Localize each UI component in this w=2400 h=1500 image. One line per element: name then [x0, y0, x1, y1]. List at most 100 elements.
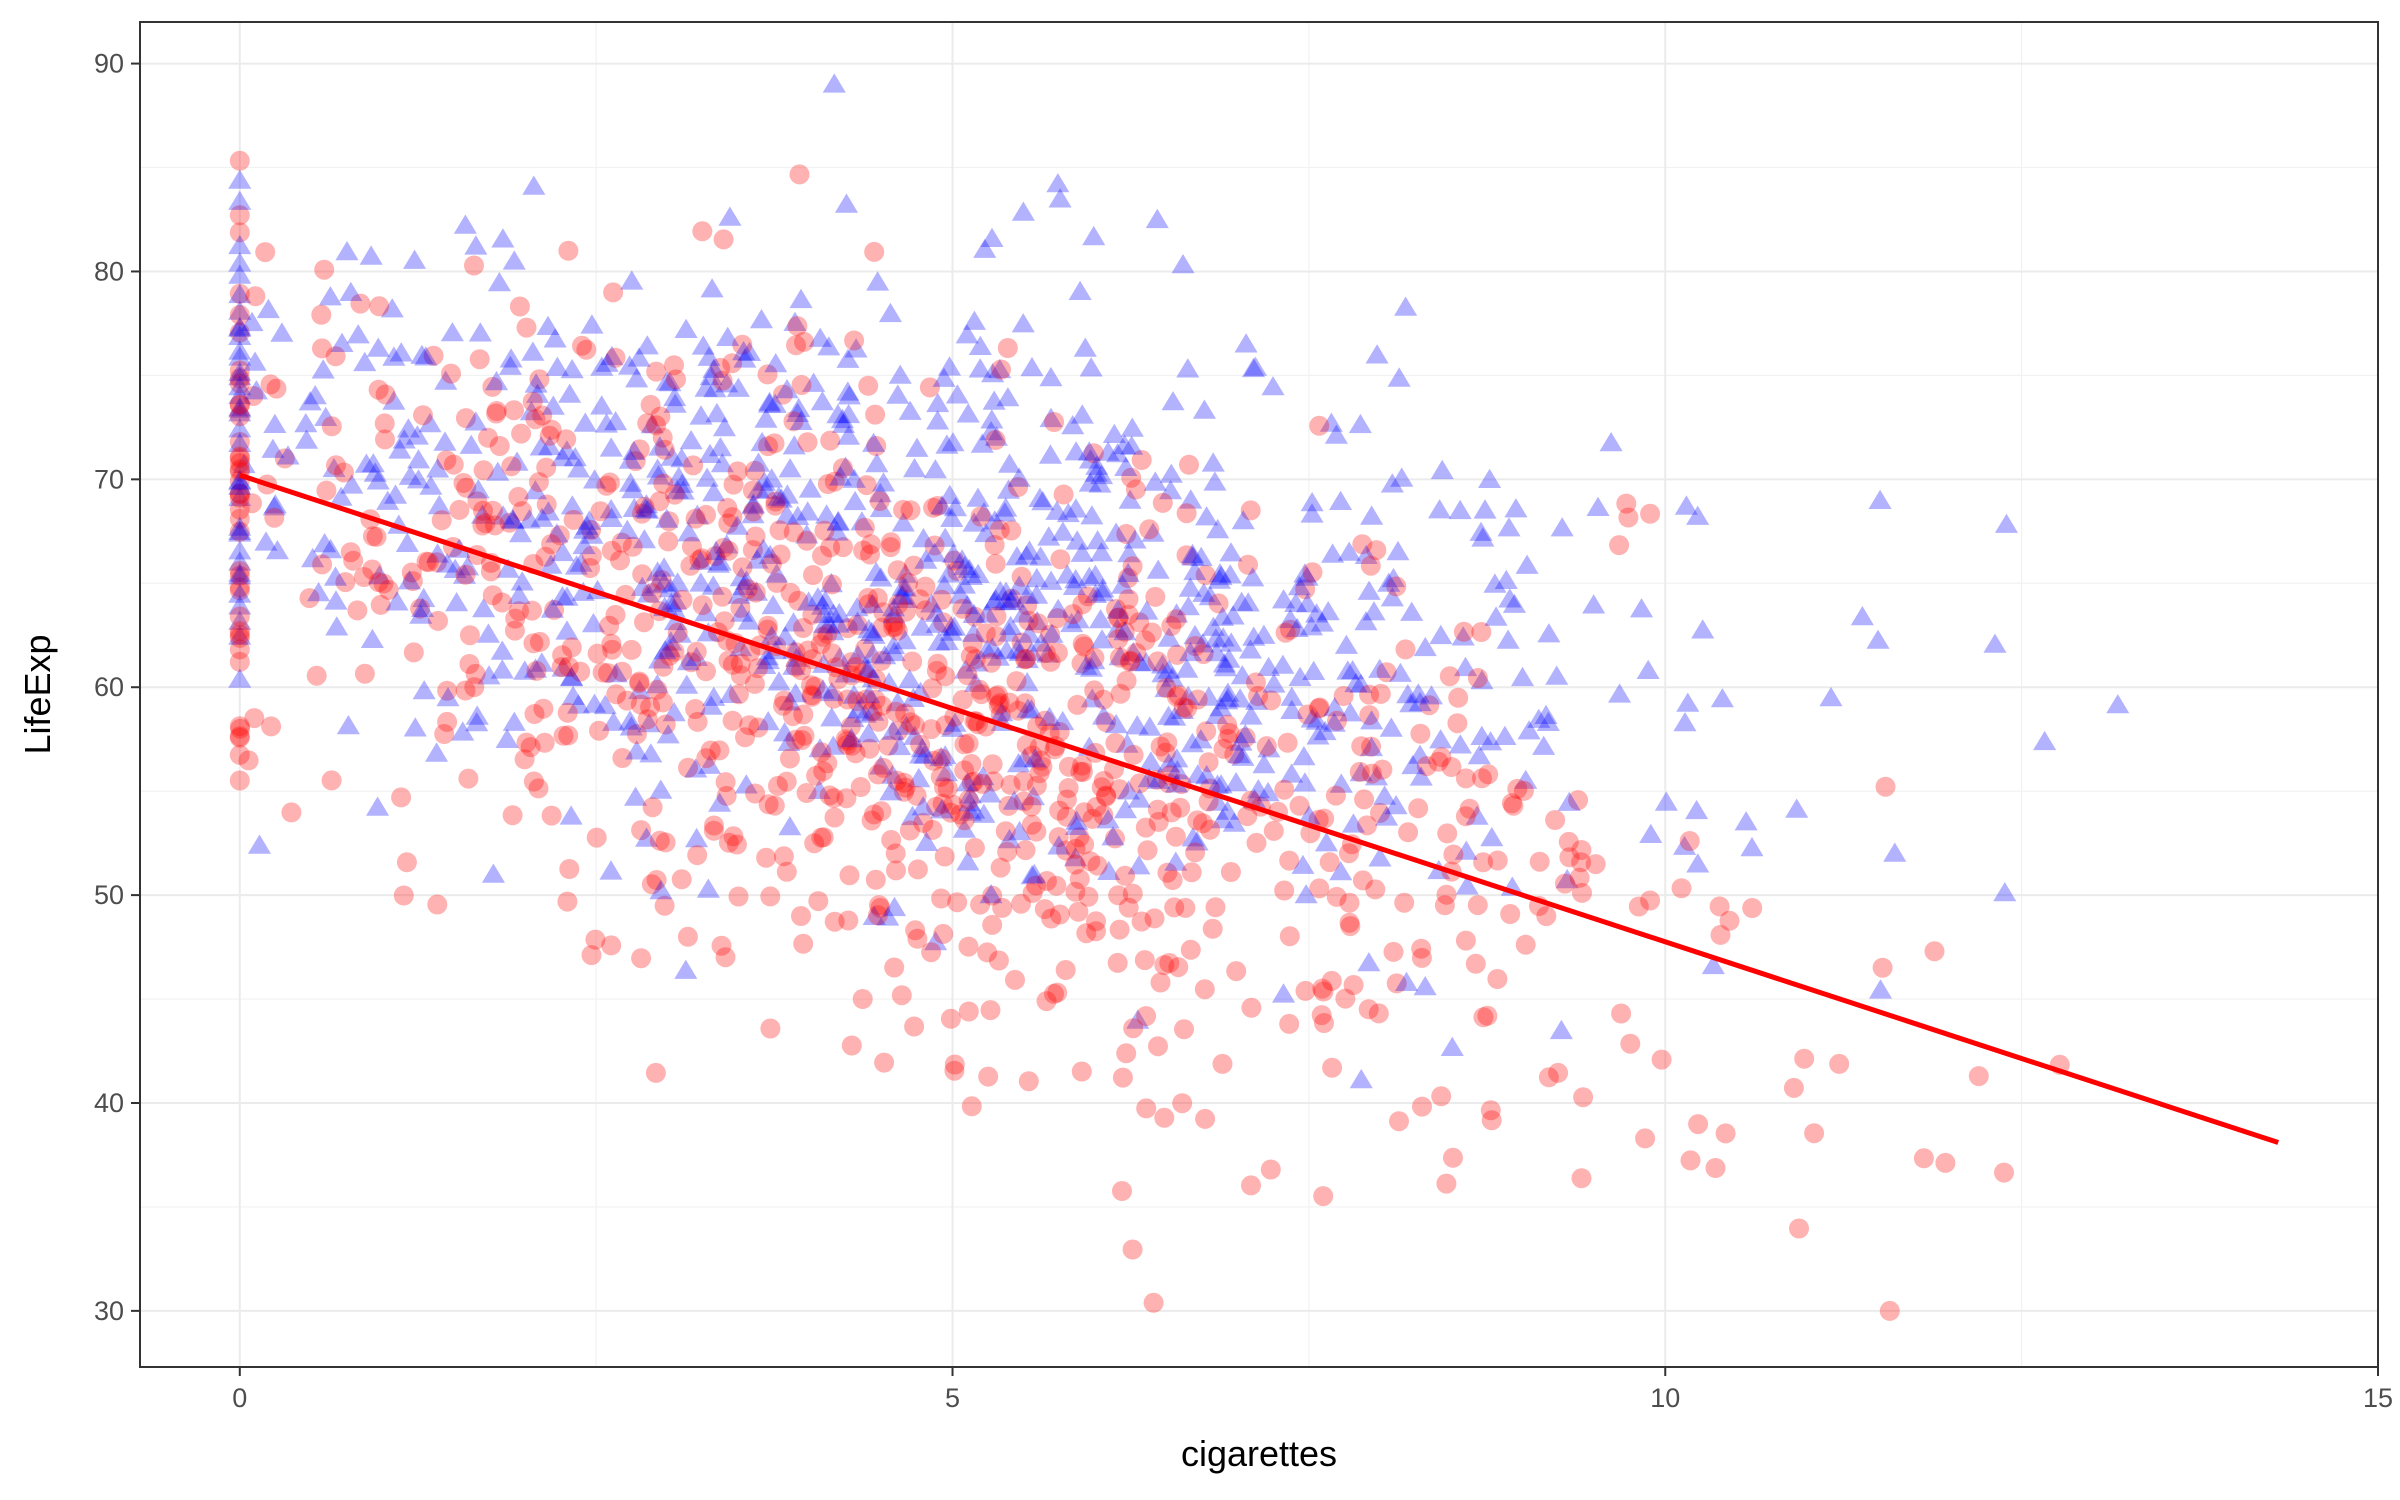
point-triangle [1310, 612, 1334, 632]
point-circle [655, 714, 676, 735]
point-triangle [433, 431, 457, 451]
point-circle [347, 600, 368, 621]
point-triangle [1324, 424, 1348, 444]
point-triangle [837, 403, 861, 424]
point-triangle [1338, 702, 1362, 722]
point-circle [1091, 777, 1112, 798]
point-triangle [1204, 628, 1228, 648]
point-triangle [1216, 682, 1240, 702]
point-triangle [228, 169, 252, 189]
point-circle [1359, 684, 1380, 705]
point-triangle [1120, 435, 1144, 455]
point-triangle [1375, 806, 1399, 826]
point-triangle [746, 452, 770, 472]
point-triangle [975, 639, 999, 659]
point-circle [878, 735, 899, 756]
point-circle [927, 653, 948, 674]
point-circle [887, 560, 908, 581]
point-triangle [1064, 441, 1088, 461]
point-circle [354, 663, 375, 684]
point-circle [652, 692, 673, 713]
point-triangle [501, 509, 525, 530]
point-triangle [857, 618, 881, 639]
point-triangle [705, 402, 729, 423]
point-circle [514, 749, 535, 770]
point-circle [742, 480, 763, 501]
point-circle [505, 608, 526, 629]
point-triangle [1272, 589, 1296, 609]
point-circle [622, 536, 643, 557]
point-circle [1297, 704, 1318, 725]
point-circle [992, 897, 1013, 918]
point-circle [999, 692, 1020, 713]
point-circle [812, 626, 833, 647]
point-circle [1431, 1086, 1452, 1107]
point-circle [744, 460, 765, 481]
point-circle [817, 753, 838, 774]
point-circle [954, 810, 975, 831]
point-triangle [1278, 608, 1302, 629]
point-circle [926, 796, 947, 817]
point-circle [1115, 865, 1135, 886]
point-circle [770, 544, 791, 565]
point-triangle [1386, 540, 1410, 561]
point-circle [1086, 911, 1106, 932]
point-circle [467, 491, 488, 512]
point-circle [1032, 756, 1053, 777]
point-triangle [1224, 772, 1248, 792]
point-circle [1465, 953, 1486, 974]
point-triangle [1379, 717, 1403, 737]
point-triangle [1401, 754, 1425, 775]
point-circle [1144, 908, 1165, 929]
point-circle [502, 805, 523, 826]
point-circle [1571, 840, 1592, 860]
point-circle [796, 783, 817, 803]
point-triangle [1294, 884, 1318, 904]
point-circle [1529, 851, 1550, 872]
point-circle [1040, 651, 1061, 672]
point-triangle [1701, 954, 1725, 975]
point-triangle [1484, 606, 1508, 626]
point-circle [1480, 1100, 1501, 1121]
point-circle [1011, 632, 1032, 653]
point-circle [1428, 751, 1449, 772]
point-circle [1235, 727, 1256, 748]
point-circle [1185, 842, 1206, 863]
point-triangle [1079, 657, 1103, 677]
point-triangle [862, 905, 886, 925]
point-circle [335, 572, 356, 593]
point-circle [1609, 535, 1630, 556]
point-circle [646, 361, 667, 382]
point-triangle [1639, 823, 1663, 843]
point-triangle [1073, 337, 1097, 357]
point-circle [413, 405, 433, 426]
point-triangle [782, 655, 806, 675]
point-circle [229, 150, 250, 171]
point-circle [512, 501, 533, 522]
point-circle [229, 446, 250, 467]
point-triangle [228, 562, 252, 582]
point-circle [865, 869, 886, 890]
point-circle [1069, 827, 1090, 848]
point-circle [915, 600, 936, 621]
point-triangle [526, 383, 550, 403]
point-triangle [411, 597, 435, 617]
point-circle [847, 614, 868, 635]
point-triangle [1117, 780, 1141, 800]
point-triangle [559, 805, 583, 825]
point-triangle [1245, 690, 1269, 710]
point-circle [1361, 736, 1382, 757]
point-triangle [973, 238, 997, 258]
point-circle [1585, 854, 1606, 875]
point-circle [229, 432, 250, 452]
point-triangle [307, 582, 331, 602]
point-circle [1366, 540, 1387, 561]
point-circle [692, 595, 713, 616]
point-circle [760, 886, 781, 907]
point-triangle [1165, 748, 1189, 768]
point-circle [1872, 957, 1893, 978]
point-circle [585, 929, 606, 950]
point-triangle [1114, 799, 1138, 819]
point-circle [1131, 450, 1152, 470]
point-circle [1274, 779, 1295, 800]
